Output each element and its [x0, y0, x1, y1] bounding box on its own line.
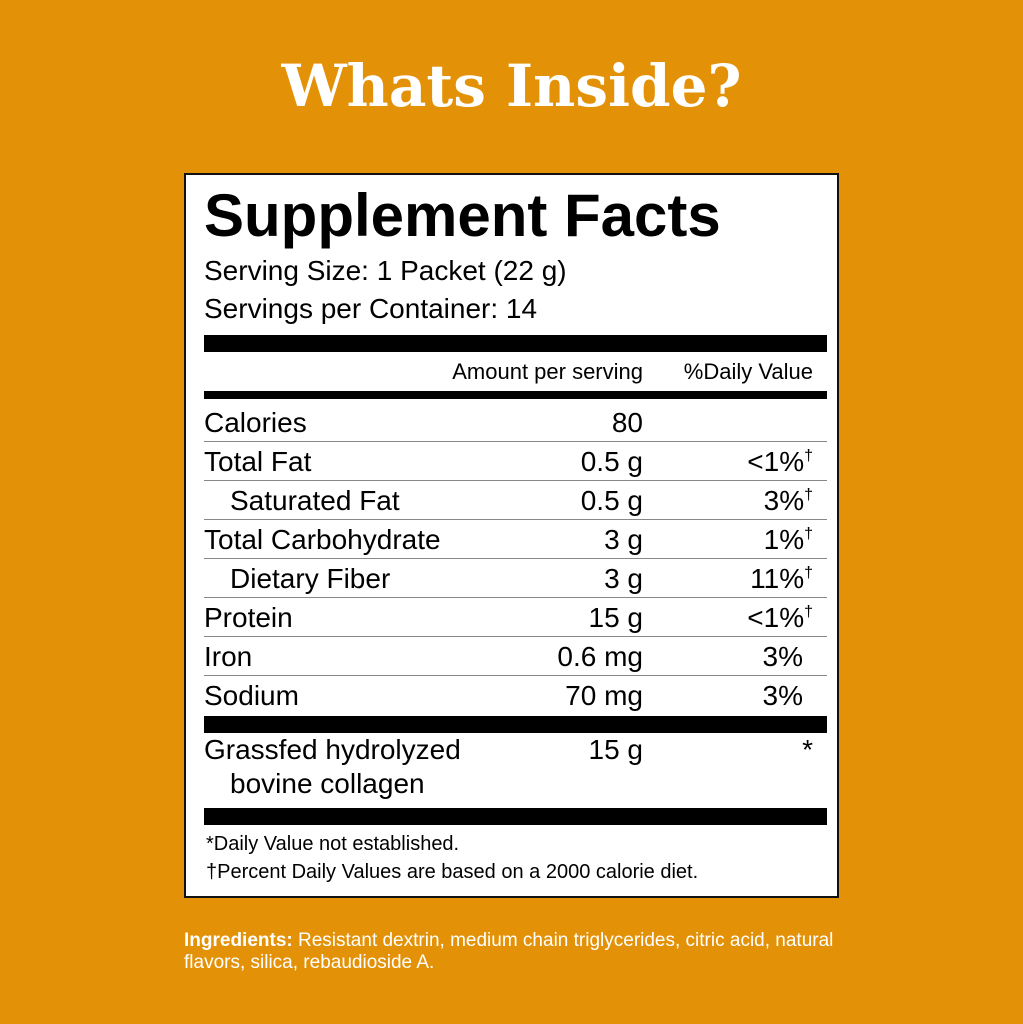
ingredients-text: Resistant dextrin, medium chain triglyce…: [184, 930, 834, 973]
footnote-mark: †: [804, 447, 813, 465]
row-daily-value: <1%†: [747, 446, 813, 478]
daily-value: 3%: [763, 485, 805, 516]
row-name: Protein: [204, 602, 293, 633]
row-daily-value: <1%†: [747, 602, 813, 634]
column-header: %Daily Value: [683, 359, 813, 384]
nutrient-row: Iron 0.6 mg 3%: [204, 637, 827, 676]
footnote-mark: †: [804, 603, 813, 621]
row-name: Grassfed hydrolyzed bovine collagen: [204, 734, 461, 799]
column-header: Amount per serving: [452, 359, 643, 384]
daily-value: 3%: [762, 641, 803, 672]
row-name: Sodium: [204, 680, 299, 711]
divider: [204, 335, 827, 352]
row-amount: 0.5 g: [580, 446, 643, 477]
row-name: Saturated Fat: [230, 485, 400, 516]
daily-value: 3%: [762, 680, 803, 711]
row-amount: 80: [611, 407, 643, 438]
row-name: Dietary Fiber: [230, 563, 391, 594]
row-name: Total Carbohydrate: [204, 524, 441, 555]
daily-value: 1%: [763, 524, 805, 555]
row-amount: 70 mg: [565, 680, 643, 711]
row-name: Total Fat: [204, 446, 312, 477]
row-daily-value: 1%†: [764, 524, 813, 556]
row-name: Calories: [204, 407, 307, 438]
row-daily-value: 3%†: [764, 485, 813, 517]
nutrient-row: Total Fat 0.5 g <1%†: [204, 442, 827, 481]
row-daily-value: *: [802, 734, 813, 765]
servings-per-container: Servings per Container: 14: [204, 293, 538, 324]
row-amount: 3 g: [604, 524, 643, 555]
daily-value: <1%: [747, 602, 805, 633]
daily-value: <1%: [747, 446, 805, 477]
row-daily-value: 3%: [763, 680, 803, 712]
footnote: *Daily Value not established.: [206, 833, 460, 855]
nutrient-row: Saturated Fat 0.5 g 3%†: [204, 481, 827, 520]
nutrient-row: Sodium 70 mg 3%: [204, 676, 827, 714]
row-daily-value: 3%: [763, 641, 803, 673]
divider: [204, 808, 827, 825]
label-heading: Supplement Facts: [204, 182, 721, 249]
ingredients-label: Ingredients:: [184, 930, 293, 951]
divider: [204, 391, 827, 399]
nutrient-row: Calories 80: [204, 403, 827, 442]
ingredients: Ingredients: Resistant dextrin, medium c…: [184, 930, 844, 974]
footnote: †Percent Daily Values are based on a 200…: [206, 861, 699, 883]
facts-label: Supplement Facts Serving Size: 1 Packet …: [184, 173, 839, 898]
row-amount: 15 g: [588, 734, 644, 765]
row-amount: 0.5 g: [580, 485, 643, 516]
nutrient-row: Dietary Fiber 3 g 11%†: [204, 559, 827, 598]
footnote-mark: †: [804, 564, 813, 582]
serving-size: Serving Size: 1 Packet (22 g): [204, 255, 567, 286]
daily-value: 11%: [750, 563, 805, 594]
footnote-mark: †: [804, 486, 813, 504]
nutrient-row: Total Carbohydrate 3 g 1%†: [204, 520, 827, 559]
row-daily-value: 11%†: [750, 563, 813, 595]
divider: [204, 716, 827, 733]
row-amount: 3 g: [604, 563, 643, 594]
nutrient-row: Protein 15 g <1%†: [204, 598, 827, 637]
footnote-mark: †: [804, 525, 813, 543]
row-amount: 15 g: [588, 602, 644, 633]
page-title: Whats Inside?: [281, 52, 742, 120]
row-name: Iron: [204, 641, 253, 672]
row-amount: 0.6 mg: [557, 641, 643, 672]
